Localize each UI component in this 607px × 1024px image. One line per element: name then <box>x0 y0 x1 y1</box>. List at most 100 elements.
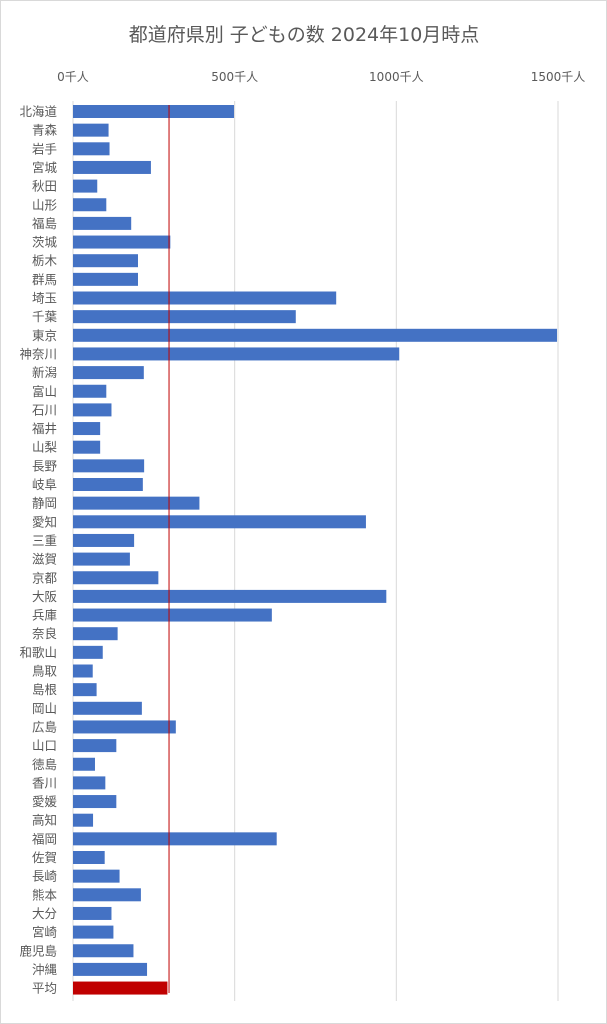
x-tick-label: 0千人 <box>57 70 89 84</box>
category-label: 徳島 <box>32 757 57 772</box>
bar <box>73 925 114 939</box>
bar <box>73 944 134 958</box>
average-bar <box>73 981 168 995</box>
category-label: 熊本 <box>32 887 58 902</box>
category-label: 鳥取 <box>32 664 58 679</box>
category-label: 秋田 <box>32 179 57 194</box>
x-tick-label: 1500千人 <box>531 70 586 84</box>
bar <box>73 328 558 342</box>
bar <box>73 235 171 249</box>
x-tick-label: 500千人 <box>211 70 258 84</box>
bar <box>73 813 94 827</box>
bar <box>73 291 337 305</box>
bar <box>73 384 107 398</box>
category-label: 北海道 <box>19 104 57 119</box>
bar <box>73 459 145 473</box>
bar <box>73 683 97 697</box>
category-label: 大分 <box>32 906 57 921</box>
category-label: 香川 <box>32 775 57 790</box>
x-tick-label: 1000千人 <box>369 70 424 84</box>
category-label: 岐阜 <box>32 477 57 492</box>
bar <box>73 179 98 193</box>
category-label: 岩手 <box>32 141 57 156</box>
bar <box>73 160 151 174</box>
category-label: 島根 <box>32 682 58 697</box>
category-label: 石川 <box>32 402 57 417</box>
chart-title: 都道府県別 子どもの数 2024年10月時点 <box>129 24 480 46</box>
bar <box>73 533 135 547</box>
category-label: 奈良 <box>32 626 57 641</box>
category-label: 長崎 <box>32 869 58 884</box>
category-label: 京都 <box>32 570 58 585</box>
category-label: 神奈川 <box>19 346 57 361</box>
category-label: 広島 <box>32 719 57 734</box>
bar <box>73 776 106 790</box>
category-label: 高知 <box>32 813 57 828</box>
category-label: 佐賀 <box>32 850 57 865</box>
category-label: 東京 <box>32 328 57 343</box>
bar <box>73 105 235 118</box>
bar <box>73 478 143 491</box>
x-axis-ticks: 0千人 500千人 1000千人 1500千人 <box>57 70 585 84</box>
category-label: 栃木 <box>32 253 58 268</box>
category-label: 福島 <box>32 216 57 231</box>
bar <box>73 739 117 753</box>
category-label: 和歌山 <box>19 645 57 660</box>
bar <box>73 608 272 622</box>
category-label: 群馬 <box>32 272 57 287</box>
category-label: 茨城 <box>32 235 58 250</box>
category-label: 平均 <box>32 981 57 996</box>
category-label: 山口 <box>32 738 57 753</box>
bar <box>73 496 200 510</box>
category-label: 福岡 <box>32 831 57 846</box>
category-label: 福井 <box>32 421 57 436</box>
category-label: 埼玉 <box>32 291 57 306</box>
bar <box>73 757 95 771</box>
bar <box>73 832 277 846</box>
bar <box>73 310 296 324</box>
bar <box>73 123 109 137</box>
bar <box>73 347 400 361</box>
category-label: 大阪 <box>32 589 58 604</box>
bar <box>73 571 159 585</box>
bar <box>73 701 142 715</box>
bar <box>73 272 138 286</box>
category-label: 愛知 <box>32 514 57 529</box>
category-label: 沖縄 <box>32 962 58 977</box>
bar <box>73 254 138 268</box>
bar <box>73 869 120 883</box>
category-label: 宮崎 <box>32 925 58 940</box>
category-label: 愛媛 <box>32 794 58 809</box>
category-label: 青森 <box>32 123 58 138</box>
bar <box>73 552 130 566</box>
category-label: 三重 <box>32 533 57 548</box>
bar <box>73 888 141 902</box>
category-label: 鹿児島 <box>19 943 57 958</box>
category-label: 長野 <box>32 458 58 473</box>
category-label: 兵庫 <box>32 608 57 623</box>
bar <box>73 720 176 734</box>
category-label: 山梨 <box>32 440 58 455</box>
bar <box>73 198 107 212</box>
category-label: 静岡 <box>32 496 57 511</box>
bar <box>73 403 112 417</box>
bar <box>73 366 144 380</box>
bar <box>73 216 132 230</box>
category-label: 滋賀 <box>32 552 57 567</box>
bar <box>73 142 110 156</box>
category-label: 岡山 <box>32 701 57 716</box>
category-labels: 北海道青森岩手宮城秋田山形福島茨城栃木群馬埼玉千葉東京神奈川新潟富山石川福井山梨… <box>19 104 57 996</box>
bar <box>73 515 366 529</box>
bars <box>73 105 558 995</box>
category-label: 千葉 <box>32 309 58 324</box>
category-label: 富山 <box>32 384 57 399</box>
bar <box>73 645 103 659</box>
bar <box>73 851 105 864</box>
bar <box>73 589 387 603</box>
bar <box>73 627 118 641</box>
bar <box>73 664 93 678</box>
bar <box>73 906 112 920</box>
category-label: 山形 <box>32 197 58 212</box>
